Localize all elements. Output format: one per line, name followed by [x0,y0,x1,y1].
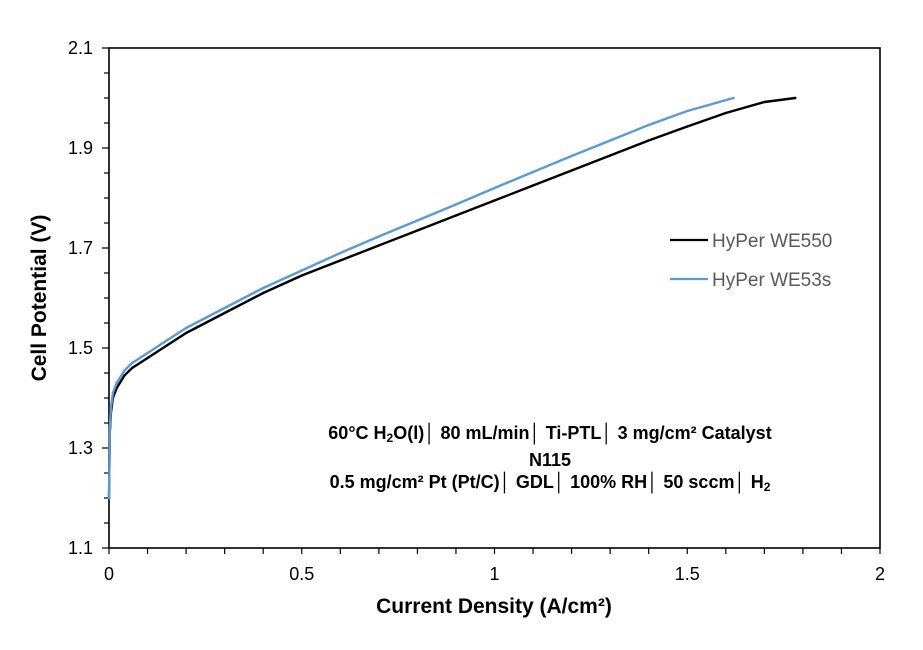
data-point [570,169,573,172]
data-point [531,184,535,187]
data-point [223,306,226,310]
data-point [686,125,689,128]
legend-label-we550: HyPer WE550 [712,231,832,252]
x-tick-label: 0 [104,564,114,584]
data-point [111,391,115,395]
y-tick-label: 1.3 [68,438,93,458]
x-tick-label: 2 [875,564,885,584]
data-point [377,235,381,238]
data-point [647,123,650,127]
data-point [165,344,169,347]
data-point [686,109,689,113]
x-tick-label: 1 [489,564,499,584]
series-line-we53s [107,96,735,500]
y-tick-label: 1.1 [68,538,93,558]
y-axis-ticks: 1.1 1.3 1.5 1.7 1.9 2.1 [68,38,109,558]
y-tick-label: 1.7 [68,238,93,258]
data-point [531,170,535,174]
data-point [223,311,226,315]
data-point [732,96,735,100]
data-point [608,139,612,142]
data-point [130,361,134,365]
data-point [107,496,111,500]
series-line-we550 [107,96,797,500]
data-point [793,96,797,100]
y-tick-label: 1.5 [68,338,93,358]
data-point [300,269,303,272]
annotation-line-3: 0.5 mg/cm² Pt (Pt/C)│ GDL│ 100% RH│ 50 s… [329,472,771,494]
data-point [109,406,113,410]
data-point [262,286,265,290]
data-point [647,139,650,142]
series-layer [107,96,797,500]
y-tick-label: 2.1 [68,38,93,58]
data-point [454,203,458,206]
data-point [493,199,496,202]
legend-label-we53s: HyPer WE53s [712,270,831,291]
data-point [165,339,169,342]
data-point [123,374,126,377]
y-axis-title: Cell Potential (V) [28,215,51,382]
data-point [262,291,265,295]
data-point [300,274,303,277]
conditions-annotation: 60°C H2O(l)│ 80 mL/min│ Ti-PTL│ 3 mg/cm²… [250,422,850,498]
data-point [763,100,766,104]
x-axis-ticks: 0 0.5 1 1.5 2 [104,548,885,584]
data-point [184,326,188,330]
data-point [416,219,419,222]
x-axis-title: Current Density (A/cm²) [376,595,612,618]
data-point [108,426,111,430]
data-point [130,366,134,370]
data-point [570,154,573,158]
data-point [377,244,381,247]
data-point [339,251,342,255]
data-point [146,351,149,355]
data-point [339,259,342,262]
legend: HyPer WE550 HyPer WE53s [670,231,832,291]
data-point [608,154,612,157]
y-tick-label: 1.9 [68,138,93,158]
data-point [724,111,727,115]
annotation-line-1: 60°C H2O(l)│ 80 mL/min│ Ti-PTL│ 3 mg/cm²… [328,423,772,445]
data-point [493,186,496,190]
data-point [416,229,419,232]
x-tick-label: 0.5 [289,564,314,584]
data-point [146,356,149,360]
data-point [454,214,458,217]
x-tick-label: 1.5 [675,564,700,584]
annotation-line-2: N115 [528,450,572,470]
data-point [184,331,188,335]
data-point [123,369,126,372]
data-point [115,381,118,385]
